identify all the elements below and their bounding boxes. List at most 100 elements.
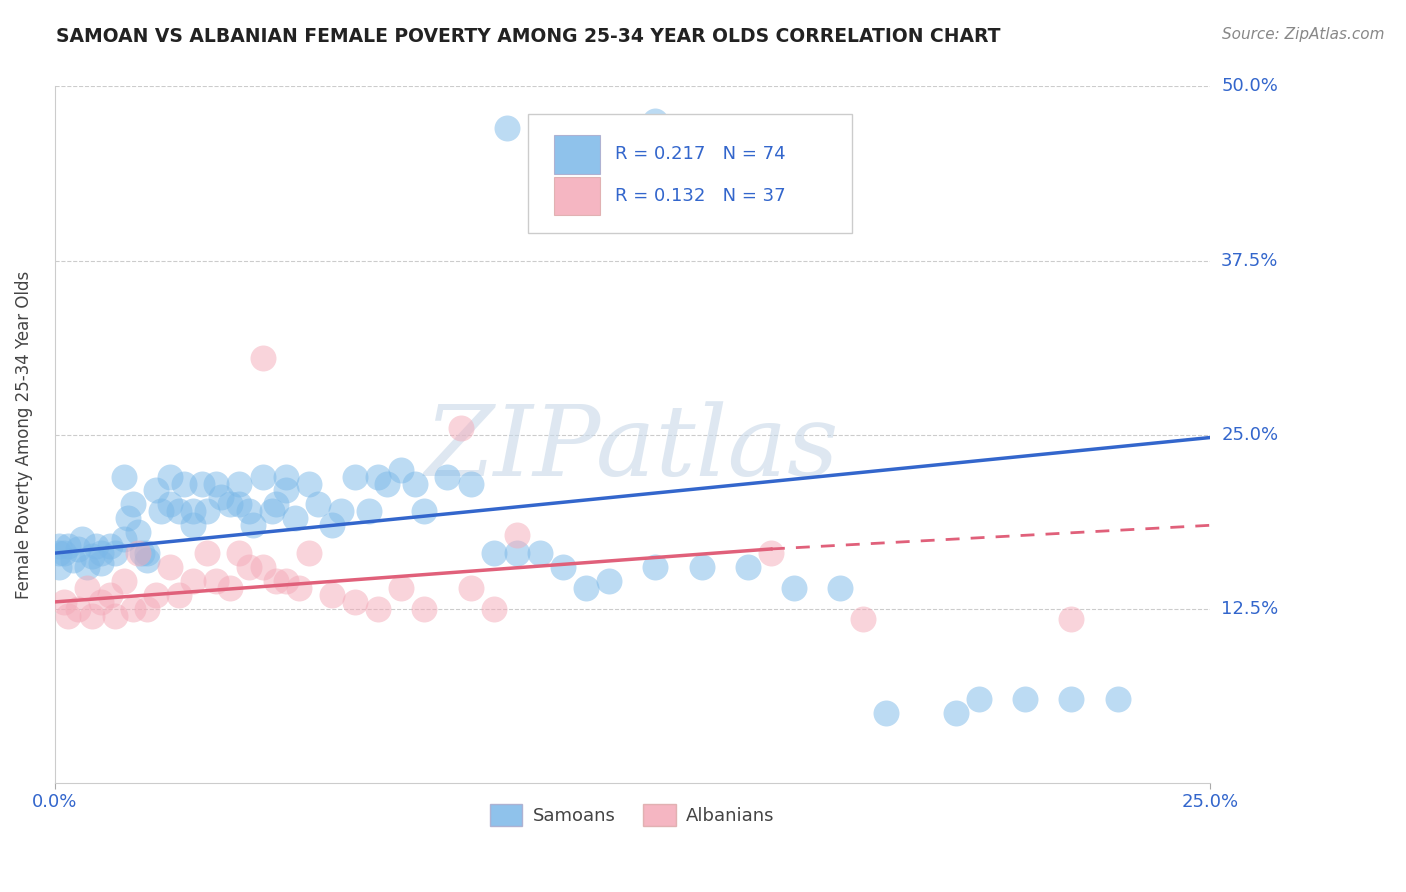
Point (90, 556, 112, 570)
Point (644, 114, 666, 128)
Point (252, 351, 274, 365)
Point (98, 588, 121, 602)
Point (1060, 612, 1083, 626)
Text: 12.5%: 12.5% (1222, 600, 1278, 618)
Point (830, 581, 852, 595)
Point (945, 706, 967, 721)
Point (482, 602, 505, 616)
Point (343, 595, 366, 609)
Point (122, 602, 145, 616)
Point (122, 497, 145, 511)
Point (52, 546, 75, 560)
Point (117, 511, 139, 525)
Point (48, 546, 70, 560)
FancyBboxPatch shape (529, 114, 852, 233)
Point (228, 497, 250, 511)
Point (173, 476, 195, 491)
Point (330, 504, 353, 518)
Point (159, 497, 181, 511)
Y-axis label: Female Poverty Among 25-34 Year Olds: Female Poverty Among 25-34 Year Olds (15, 270, 32, 599)
Point (307, 497, 329, 511)
Point (159, 469, 181, 483)
Point (389, 462, 412, 476)
FancyBboxPatch shape (554, 136, 600, 174)
Point (76, 581, 98, 595)
Point (413, 602, 436, 616)
Point (496, 121, 519, 136)
Text: 25.0%: 25.0% (1222, 425, 1278, 443)
Point (159, 560, 181, 574)
Point (84, 539, 107, 553)
Point (228, 546, 250, 560)
Point (145, 588, 167, 602)
Text: R = 0.217   N = 74: R = 0.217 N = 74 (614, 145, 786, 163)
Point (367, 602, 389, 616)
Point (298, 546, 321, 560)
Point (136, 602, 159, 616)
Point (205, 476, 228, 491)
Legend: Samoans, Albanians: Samoans, Albanians (482, 797, 782, 833)
Point (90, 546, 112, 560)
Point (375, 476, 398, 491)
Point (112, 469, 135, 483)
Point (136, 546, 159, 560)
Point (181, 504, 204, 518)
Point (72, 533, 94, 547)
Point (209, 491, 232, 505)
Point (575, 581, 598, 595)
Point (52, 595, 75, 609)
Point (529, 546, 551, 560)
Point (145, 483, 167, 498)
Point (598, 574, 620, 588)
Point (58, 539, 80, 553)
Point (274, 574, 297, 588)
Point (48, 560, 70, 574)
Point (66, 541, 89, 556)
Text: Source: ZipAtlas.com: Source: ZipAtlas.com (1222, 27, 1385, 42)
Point (131, 546, 153, 560)
Point (80, 549, 103, 563)
Point (112, 533, 135, 547)
Text: 37.5%: 37.5% (1222, 252, 1278, 269)
Point (104, 608, 127, 623)
Point (690, 560, 713, 574)
Text: SAMOAN VS ALBANIAN FEMALE POVERTY AMONG 25-34 YEAR OLDS CORRELATION CHART: SAMOAN VS ALBANIAN FEMALE POVERTY AMONG … (56, 27, 1001, 45)
Point (967, 692, 990, 706)
Point (252, 469, 274, 483)
Point (436, 469, 458, 483)
Point (260, 504, 283, 518)
Point (90, 595, 112, 609)
Point (104, 546, 127, 560)
Point (367, 469, 389, 483)
Point (357, 504, 380, 518)
Point (127, 525, 149, 540)
Text: R = 0.132   N = 37: R = 0.132 N = 37 (614, 186, 786, 205)
Point (242, 518, 264, 533)
Point (266, 497, 288, 511)
Point (191, 476, 214, 491)
Point (450, 421, 472, 435)
Point (66, 602, 89, 616)
Point (195, 546, 218, 560)
Point (80, 608, 103, 623)
Point (876, 706, 898, 721)
Point (195, 504, 218, 518)
Point (551, 560, 574, 574)
Point (298, 476, 321, 491)
Point (1107, 692, 1129, 706)
Point (482, 546, 505, 560)
Text: 50.0%: 50.0% (1222, 78, 1278, 95)
Point (644, 560, 666, 574)
Point (238, 560, 260, 574)
Text: ZIPatlas: ZIPatlas (425, 401, 839, 496)
Point (181, 518, 204, 533)
Point (389, 581, 412, 595)
FancyBboxPatch shape (554, 177, 600, 215)
Point (252, 560, 274, 574)
Point (460, 476, 482, 491)
Point (181, 574, 204, 588)
Point (62, 553, 84, 567)
Point (228, 476, 250, 491)
Point (76, 560, 98, 574)
Point (48, 539, 70, 553)
